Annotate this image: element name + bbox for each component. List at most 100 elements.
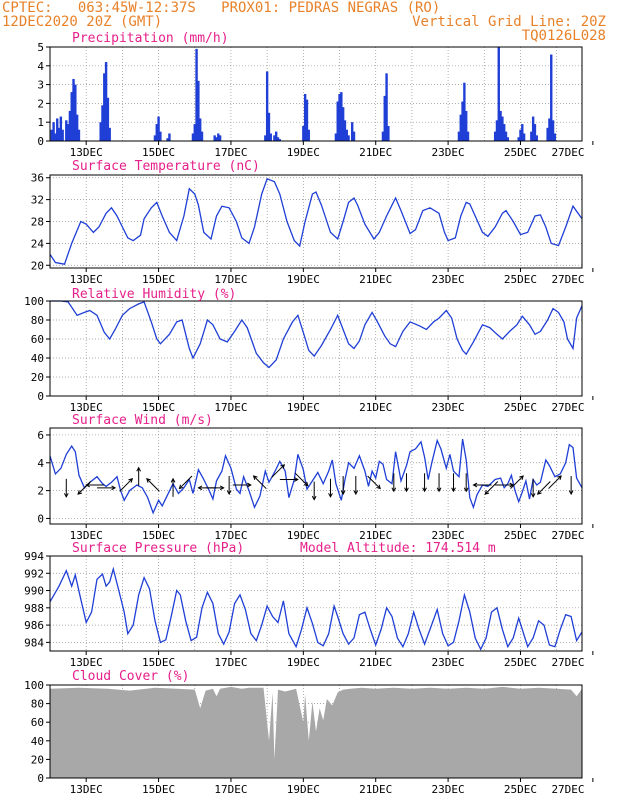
humidity-xtick-label: 27DEC <box>551 401 584 414</box>
humidity-xtick-label: 19DEC <box>287 401 320 414</box>
precipitation-bar <box>461 101 464 141</box>
wind-vector-arrow-head <box>472 482 478 488</box>
pressure-xtick-label: 27DEC <box>551 656 584 669</box>
wind-vector-arrow-head <box>111 485 117 491</box>
header-model-code: TQ0126L028 <box>521 28 606 44</box>
precipitation-bar <box>387 125 390 141</box>
temperature-ytick-label: 20 <box>31 259 44 272</box>
wind-vector-arrow-head <box>536 490 542 495</box>
wind-vector-arrow-head <box>422 487 427 493</box>
temperature-ytick-label: 32 <box>31 194 44 207</box>
precipitation-bar <box>517 137 520 141</box>
precipitation-bar <box>157 116 160 141</box>
wind-vector-arrow-shaft <box>294 472 309 487</box>
wind-vector-arrow <box>311 481 317 501</box>
wind-vector-arrow <box>178 475 193 490</box>
temperature-xtick-label: 19DEC <box>287 273 320 286</box>
precipitation-bar <box>200 131 204 141</box>
humidity-title: Relative Humidity (%) <box>72 287 236 302</box>
precipitation-bar <box>195 48 198 141</box>
wind-vector-arrow <box>136 466 142 486</box>
wind-vector-arrow <box>536 481 551 495</box>
humidity-ytick-label: 20 <box>31 371 44 384</box>
precipitation-bar <box>546 127 549 141</box>
precipitation-bar <box>72 78 75 141</box>
precipitation-bar <box>535 135 538 141</box>
wind-vector-arrow-head <box>340 490 346 496</box>
precipitation-bar <box>302 125 305 141</box>
wind-frame <box>49 427 583 525</box>
temperature-frame <box>49 174 583 269</box>
wind-xtick-label: 19DEC <box>287 529 320 542</box>
precipitation-bar <box>52 122 55 141</box>
humidity-ytick-label: 0 <box>37 390 44 403</box>
wind-xtick-label: 27DEC <box>551 529 584 542</box>
precipitation-bar <box>75 114 79 141</box>
cloud_cover-ytick-label: 40 <box>31 735 44 748</box>
precipitation-bar <box>61 129 64 141</box>
header-station-line: CPTEC: 063:45W-12:37S PROX01: PEDRAS NEG… <box>2 0 441 16</box>
wind-vector-arrow <box>353 476 359 496</box>
precipitation-bar <box>77 129 81 141</box>
wind-vector-arrow-shaft <box>548 475 562 489</box>
wind-vector-arrow <box>568 476 574 496</box>
wind-vector-arrow-head <box>451 487 456 493</box>
precipitation-bar <box>336 101 339 141</box>
wind-vector-arrow <box>119 478 134 492</box>
precipitation-bar <box>269 133 272 141</box>
precipitation-bar <box>459 114 462 141</box>
precipitation-bar <box>50 129 54 141</box>
temperature-xtick-label: 27DEC <box>551 273 584 286</box>
precipitation-bar <box>108 127 111 141</box>
precipitation-bar <box>466 131 470 141</box>
wind-vector-arrow <box>252 475 267 489</box>
wind-vector-arrow <box>294 472 309 487</box>
wind-vector-arrow <box>463 473 469 493</box>
wind-vector-arrow-head <box>509 482 515 488</box>
cloud_cover-area <box>50 686 582 778</box>
temperature-xtick-label: 25DEC <box>504 273 537 286</box>
humidity-ytick-label: 60 <box>31 333 44 346</box>
wind-xtick-label: 23DEC <box>432 529 465 542</box>
wind-vector-arrow-head <box>226 490 232 496</box>
temperature-ytick-label: 24 <box>31 237 45 250</box>
wind-vector-arrow <box>279 477 299 482</box>
temperature-title: Surface Temperature (nC) <box>72 159 260 174</box>
wind-vector-arrow <box>226 476 232 496</box>
precipitation-xtick-label: 19DEC <box>287 146 320 159</box>
humidity-xtick-label: 25DEC <box>504 401 537 414</box>
cloud_cover-ytick-label: 0 <box>37 772 44 785</box>
precipitation-bar <box>338 94 341 141</box>
precipitation-bar <box>218 135 222 141</box>
wind-vector-arrow-head <box>252 475 258 480</box>
humidity-xtick-label: 21DEC <box>359 401 392 414</box>
precipitation-bar <box>74 84 77 141</box>
precipitation-ytick-label: 0 <box>37 135 44 148</box>
cloud_cover-xtick-label: 19DEC <box>287 783 320 796</box>
precipitation-bar <box>531 116 535 141</box>
precipitation-bar <box>343 120 347 141</box>
wind-vector-arrow-shaft <box>119 478 133 492</box>
precipitation-bar <box>70 92 73 141</box>
wind-vector-arrow-head <box>247 482 252 488</box>
precipitation-bar <box>341 107 345 141</box>
precipitation-ytick-label: 5 <box>37 41 44 54</box>
precipitation-bar <box>65 120 68 141</box>
precipitation-bar <box>533 124 537 141</box>
precipitation-bar <box>59 116 63 141</box>
wind-vector-arrow-head <box>85 482 90 488</box>
temperature-xtick-label: 13DEC <box>70 273 103 286</box>
precipitation-bar <box>276 137 280 141</box>
precipitation-bar <box>56 118 59 141</box>
wind-vector-arrow-shaft <box>367 475 381 489</box>
pressure-annotation: Model Altitude: 174.514 m <box>300 541 496 556</box>
wind-vector-arrow-head <box>280 464 286 469</box>
precipitation-bar <box>340 92 343 141</box>
precipitation-bar <box>501 116 504 141</box>
precipitation-xtick-label: 17DEC <box>214 146 247 159</box>
precipitation-bar <box>347 135 350 141</box>
wind-vector-arrow <box>391 473 397 493</box>
wind-vector-arrow <box>495 482 515 488</box>
precipitation-bar <box>159 131 162 141</box>
